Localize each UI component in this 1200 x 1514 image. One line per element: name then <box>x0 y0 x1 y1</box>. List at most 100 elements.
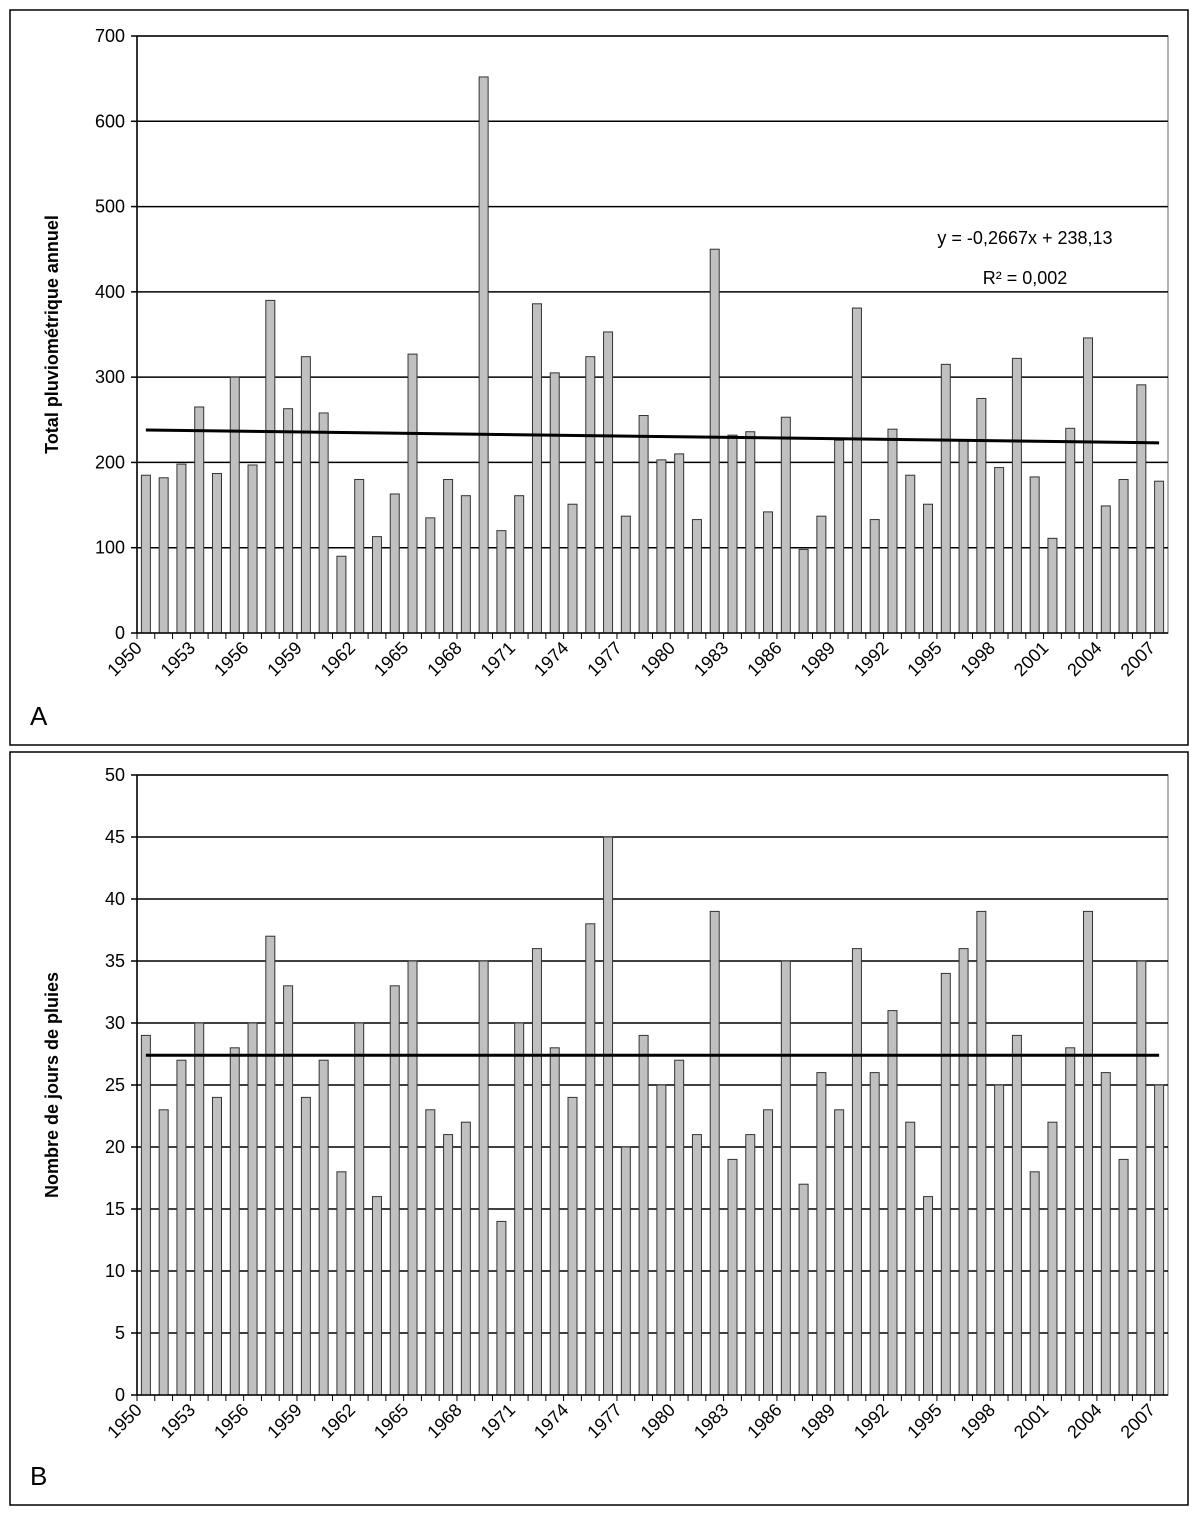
bar <box>265 299 276 634</box>
bar <box>585 356 596 634</box>
bar <box>887 428 898 634</box>
bar <box>211 1096 222 1396</box>
panel-frame <box>9 751 1189 1506</box>
bar <box>745 1134 756 1396</box>
y-tick-label: 700 <box>95 26 125 46</box>
bar <box>1029 476 1040 634</box>
x-tick-label: 1986 <box>743 638 785 680</box>
bar <box>1065 1047 1076 1396</box>
x-tick-label: 1953 <box>157 1400 199 1442</box>
x-tick-label: 1971 <box>477 638 519 680</box>
x-tick-label: 1980 <box>637 1400 679 1442</box>
bar <box>940 972 951 1396</box>
x-tick-label: 1950 <box>103 1400 145 1442</box>
bar <box>265 935 276 1396</box>
bar <box>638 1034 649 1396</box>
bar <box>247 464 258 634</box>
bar <box>834 439 845 634</box>
bar <box>585 923 596 1396</box>
bar <box>1100 1072 1111 1396</box>
x-tick-label: 1968 <box>423 638 465 680</box>
bar <box>478 76 489 634</box>
bar <box>194 406 205 634</box>
x-tick-label: 1974 <box>530 1400 572 1442</box>
bar <box>1065 427 1076 634</box>
y-tick-label: 100 <box>95 538 125 558</box>
x-tick-label: 2007 <box>1117 1400 1159 1442</box>
bar <box>994 1084 1005 1396</box>
x-tick-label: 1995 <box>903 638 945 680</box>
bar <box>816 1072 827 1396</box>
bar <box>780 960 791 1396</box>
bar <box>531 948 542 1396</box>
bar <box>656 1084 667 1396</box>
bar <box>1029 1171 1040 1396</box>
bar <box>318 412 329 634</box>
bar <box>656 459 667 634</box>
bar <box>194 1022 205 1396</box>
bar <box>211 473 222 634</box>
bar <box>496 1220 507 1396</box>
y-tick-label: 300 <box>95 367 125 387</box>
bar <box>798 1183 809 1396</box>
bar <box>300 356 311 634</box>
bar <box>549 372 560 634</box>
bar <box>354 1022 365 1396</box>
bar <box>336 1171 347 1396</box>
bar <box>1118 1158 1129 1396</box>
bar <box>905 1121 916 1396</box>
bar <box>1011 357 1022 634</box>
bar <box>176 1059 187 1396</box>
bar <box>603 836 614 1396</box>
bar <box>763 1109 774 1396</box>
bar <box>176 463 187 634</box>
bar <box>869 519 880 634</box>
bar <box>425 1109 436 1396</box>
bar <box>158 1109 169 1396</box>
bar <box>1047 1121 1058 1396</box>
bar <box>140 1034 151 1396</box>
x-tick-label: 1965 <box>370 1400 412 1442</box>
bar <box>994 467 1005 634</box>
bar <box>158 477 169 634</box>
x-tick-label: 1989 <box>797 638 839 680</box>
x-tick-label: 2001 <box>1010 1400 1052 1442</box>
x-tick-label: 1983 <box>690 1400 732 1442</box>
y-tick-label: 50 <box>105 765 125 785</box>
x-tick-label: 1962 <box>317 638 359 680</box>
bar <box>567 503 578 634</box>
bar <box>816 515 827 634</box>
bar <box>958 439 969 634</box>
y-tick-label: 35 <box>105 951 125 971</box>
x-tick-label: 1998 <box>957 1400 999 1442</box>
y-tick-label: 600 <box>95 111 125 131</box>
x-tick-label: 1959 <box>263 638 305 680</box>
bar <box>283 985 294 1396</box>
x-tick-label: 1950 <box>103 638 145 680</box>
x-tick-label: 2007 <box>1117 638 1159 680</box>
x-tick-label: 1980 <box>637 638 679 680</box>
bar <box>976 910 987 1396</box>
bar <box>336 555 347 634</box>
bar <box>620 515 631 634</box>
y-tick-label: 10 <box>105 1261 125 1281</box>
bar <box>425 517 436 634</box>
y-tick-label: 25 <box>105 1075 125 1095</box>
bar <box>229 1047 240 1396</box>
y-tick-label: 5 <box>115 1323 125 1343</box>
bar <box>531 303 542 634</box>
x-tick-label: 1977 <box>583 638 625 680</box>
bar <box>1154 480 1165 634</box>
bar <box>247 1022 258 1396</box>
bar <box>798 548 809 634</box>
y-tick-label: 20 <box>105 1137 125 1157</box>
bar <box>745 431 756 634</box>
bar <box>300 1096 311 1396</box>
y-axis-label: Total pluviométrique annuel <box>42 215 62 454</box>
bar <box>709 910 720 1396</box>
panel-label: B <box>30 1461 47 1491</box>
bar <box>887 1010 898 1396</box>
y-tick-label: 200 <box>95 452 125 472</box>
bar <box>443 1134 454 1396</box>
y-tick-label: 400 <box>95 282 125 302</box>
